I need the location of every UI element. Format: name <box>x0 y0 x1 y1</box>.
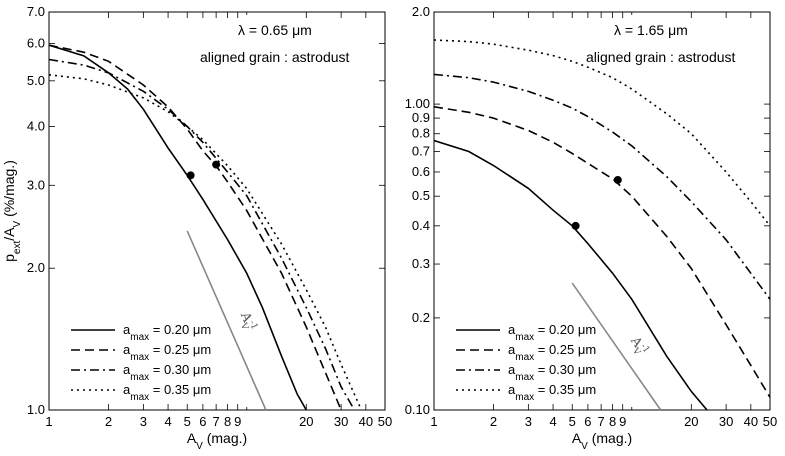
x-tick-label: 4 <box>549 414 556 429</box>
y-tick-label: 4.0 <box>27 118 45 133</box>
legend-entry: amax = 0.25 μm <box>508 342 596 363</box>
x-tick-label: 8 <box>609 414 616 429</box>
x-tick-label: 1 <box>45 414 52 429</box>
x-tick-label: 3 <box>525 414 532 429</box>
x-tick-label: 20 <box>684 414 698 429</box>
y-tick-label: 0.3 <box>412 256 430 271</box>
y-tick-label: 2.0 <box>412 4 430 19</box>
ticks-right <box>433 11 771 411</box>
reference-line-right: A-1V <box>571 282 662 411</box>
y-tick-label: 6.0 <box>27 36 45 51</box>
y-tick-label: 0.10 <box>405 402 430 417</box>
data-marker <box>571 221 580 230</box>
av-inverse-line <box>186 230 267 411</box>
series-group-left <box>49 44 363 410</box>
x-tick-label: 5 <box>569 414 576 429</box>
x-axis-title-left: AV (mag.) <box>187 430 247 452</box>
y-tick-label: 3.0 <box>27 177 45 192</box>
plot-frame-left <box>48 11 386 411</box>
markers-left <box>186 160 221 180</box>
x-tick-label: 5 <box>184 414 191 429</box>
tick-labels-left: 1 2 3 4 5 6 7 8 9 20 30 40 50 1.0 2.0 3.0 4.0 5.0 6.0 7.0 <box>27 4 392 429</box>
legend-entry: amax = 0.30 μm <box>123 362 211 383</box>
y-tick-label: 0.7 <box>412 143 430 158</box>
x-tick-label: 7 <box>213 414 220 429</box>
av-inverse-line <box>571 282 662 411</box>
x-tick-label: 3 <box>140 414 147 429</box>
model-annotation-left: aligned grain : astrodust <box>200 49 350 65</box>
x-tick-label: 20 <box>299 414 313 429</box>
legend-entry: amax = 0.20 μm <box>508 322 596 343</box>
legend-entry: amax = 0.30 μm <box>508 362 596 383</box>
chart-panel-left: 1 2 3 4 5 6 7 8 9 20 30 40 50 1.0 2.0 3.0 4.0 5.0 6.0 7.0 A… <box>1 4 392 452</box>
y-tick-label: 0.5 <box>412 188 430 203</box>
data-marker <box>186 171 195 180</box>
x-tick-label: 9 <box>619 414 626 429</box>
x-tick-label: 2 <box>490 414 497 429</box>
chart-panel-right: 1 2 3 4 5 6 7 8 9 20 30 40 50 0.10 0.2 0.3 0.4 0.5 0.6 0.7 0… <box>405 4 778 452</box>
legend-entry: amax = 0.35 μm <box>123 382 211 403</box>
av-inverse-label: A-1V <box>624 333 651 360</box>
model-annotation-right: aligned grain : astrodust <box>586 49 736 65</box>
x-tick-label: 6 <box>584 414 591 429</box>
y-tick-label: 5.0 <box>27 73 45 88</box>
y-tick-label: 7.0 <box>27 4 45 19</box>
x-tick-label: 30 <box>719 414 733 429</box>
series-line-solid <box>434 139 708 410</box>
x-tick-label: 7 <box>598 414 605 429</box>
x-tick-label: 6 <box>199 414 206 429</box>
y-tick-label: 0.4 <box>412 218 430 233</box>
x-tick-label: 40 <box>744 414 758 429</box>
y-tick-label: 1.0 <box>27 402 45 417</box>
x-tick-label: 30 <box>334 414 348 429</box>
y-tick-label: 0.6 <box>412 164 430 179</box>
series-line-dashdot <box>49 58 356 410</box>
y-tick-label: 0.2 <box>412 310 430 325</box>
data-marker <box>613 175 622 184</box>
tick-labels-right: 1 2 3 4 5 6 7 8 9 20 30 40 50 0.10 0.2 0.3 0.4 0.5 0.6 0.7 0… <box>405 4 778 429</box>
series-line-dotted <box>49 74 363 410</box>
x-tick-label: 40 <box>359 414 373 429</box>
x-tick-label: 9 <box>234 414 241 429</box>
series-line-dashdot <box>434 73 770 300</box>
series-line-dotted <box>434 39 770 227</box>
wavelength-annotation-left: λ = 0.65 μm <box>238 22 312 38</box>
series-line-solid <box>49 44 307 410</box>
x-tick-label: 1 <box>430 414 437 429</box>
y-tick-label: 2.0 <box>27 260 45 275</box>
x-axis-title-right: AV (mag.) <box>572 430 632 452</box>
y-axis-title-left: pext/AV (%/mag.) <box>1 160 23 262</box>
wavelength-annotation-right: λ = 1.65 μm <box>614 22 688 38</box>
legend-entry: amax = 0.35 μm <box>508 382 596 403</box>
x-tick-label: 2 <box>105 414 112 429</box>
markers-right <box>571 175 622 230</box>
data-marker <box>212 160 221 169</box>
y-tick-label: 1.00 <box>405 96 430 111</box>
x-tick-label: 8 <box>224 414 231 429</box>
legend-entry: amax = 0.20 μm <box>123 322 211 343</box>
x-tick-label: 50 <box>378 414 392 429</box>
x-tick-label: 4 <box>164 414 171 429</box>
y-tick-label: 0.9 <box>412 110 430 125</box>
plot-frame-right <box>433 11 771 411</box>
y-tick-label: 0.8 <box>412 126 430 141</box>
series-line-dashed <box>434 106 770 398</box>
x-tick-label: 50 <box>763 414 777 429</box>
series-line-dashed <box>49 44 342 410</box>
series-group-right <box>434 39 770 410</box>
legend-entry: amax = 0.25 μm <box>123 342 211 363</box>
av-inverse-label: A-1V <box>234 309 260 335</box>
ticks-left <box>48 11 386 411</box>
